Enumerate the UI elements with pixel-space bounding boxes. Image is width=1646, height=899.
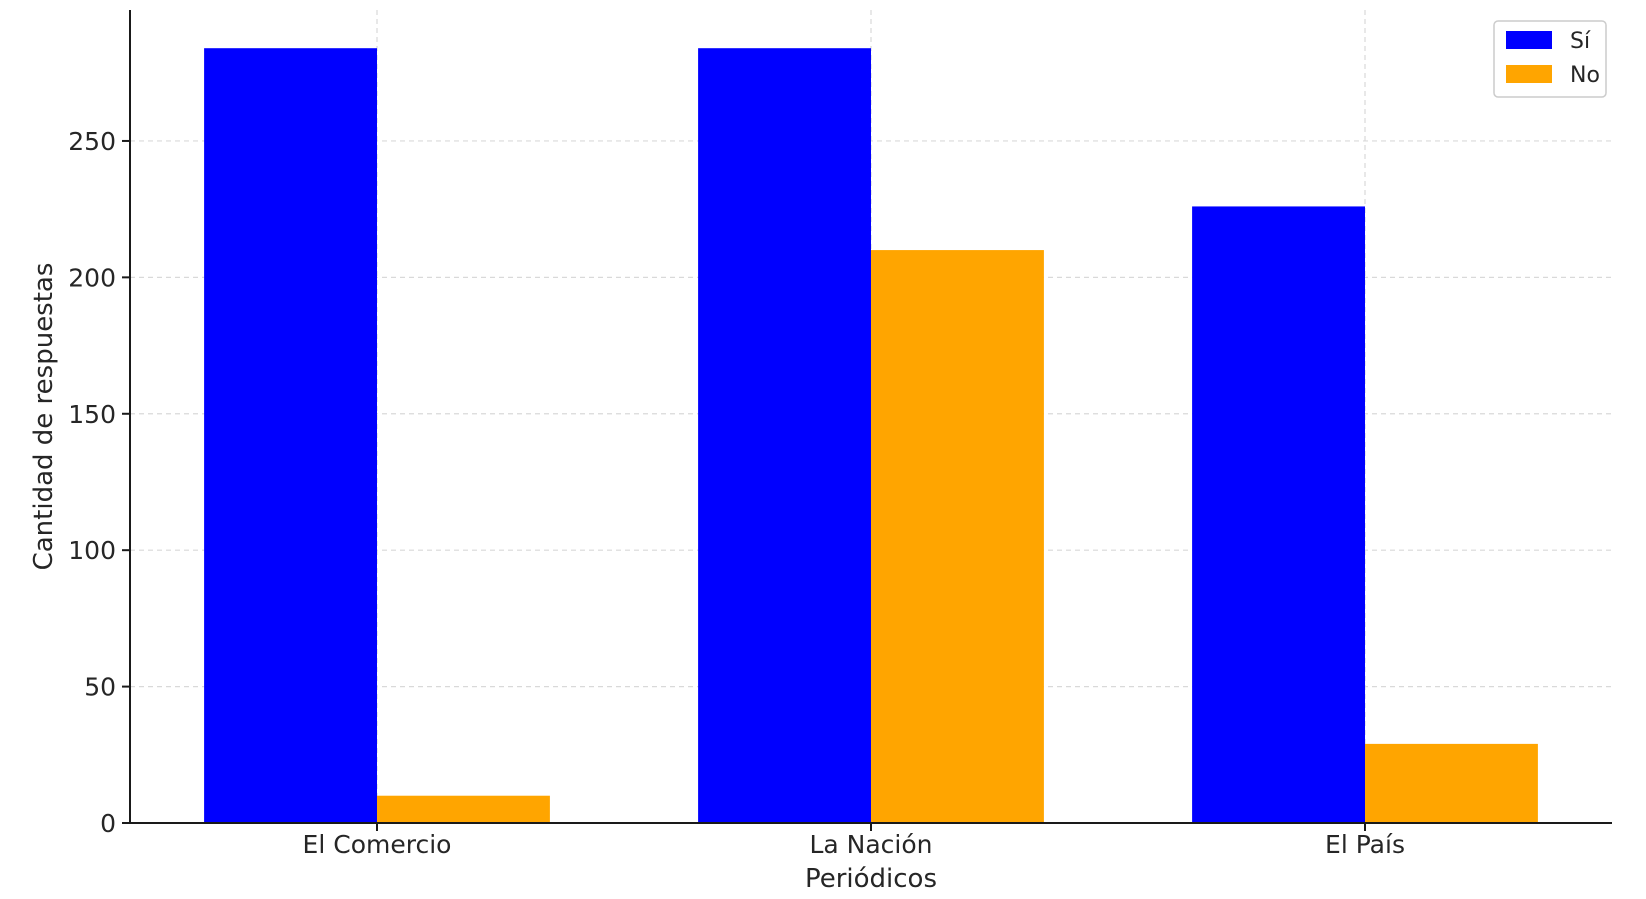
legend-swatch-si (1506, 31, 1552, 49)
y-tick-label: 200 (68, 263, 116, 292)
x-tick-label: La Nación (809, 830, 932, 859)
tick-labels: 0 50 100 150 200 250 El Comercio La Nación El Pa… (68, 127, 1405, 859)
x-tick-label: El País (1325, 830, 1405, 859)
y-tick-label: 0 (100, 809, 116, 838)
legend-label-si: Sí (1570, 29, 1591, 54)
bar-no-1 (871, 250, 1044, 823)
legend: Sí No (1493, 20, 1607, 98)
x-tick-label: El Comercio (303, 830, 452, 859)
bar-si-1 (698, 48, 871, 823)
bar-no-2 (1365, 743, 1538, 823)
bar-no-0 (377, 795, 550, 823)
y-tick-label: 250 (68, 127, 116, 156)
bar-si-2 (1192, 206, 1365, 823)
legend-label-no: No (1570, 63, 1600, 88)
y-tick-label: 50 (84, 673, 116, 702)
axes (122, 10, 1612, 831)
y-tick-label: 100 (68, 536, 116, 565)
bar-si-0 (204, 48, 377, 823)
x-axis-title: Periódicos (805, 864, 937, 894)
bars (204, 48, 1538, 823)
y-tick-label: 150 (68, 400, 116, 429)
y-axis-title: Cantidad de respuestas (29, 263, 59, 571)
legend-swatch-no (1506, 65, 1552, 83)
